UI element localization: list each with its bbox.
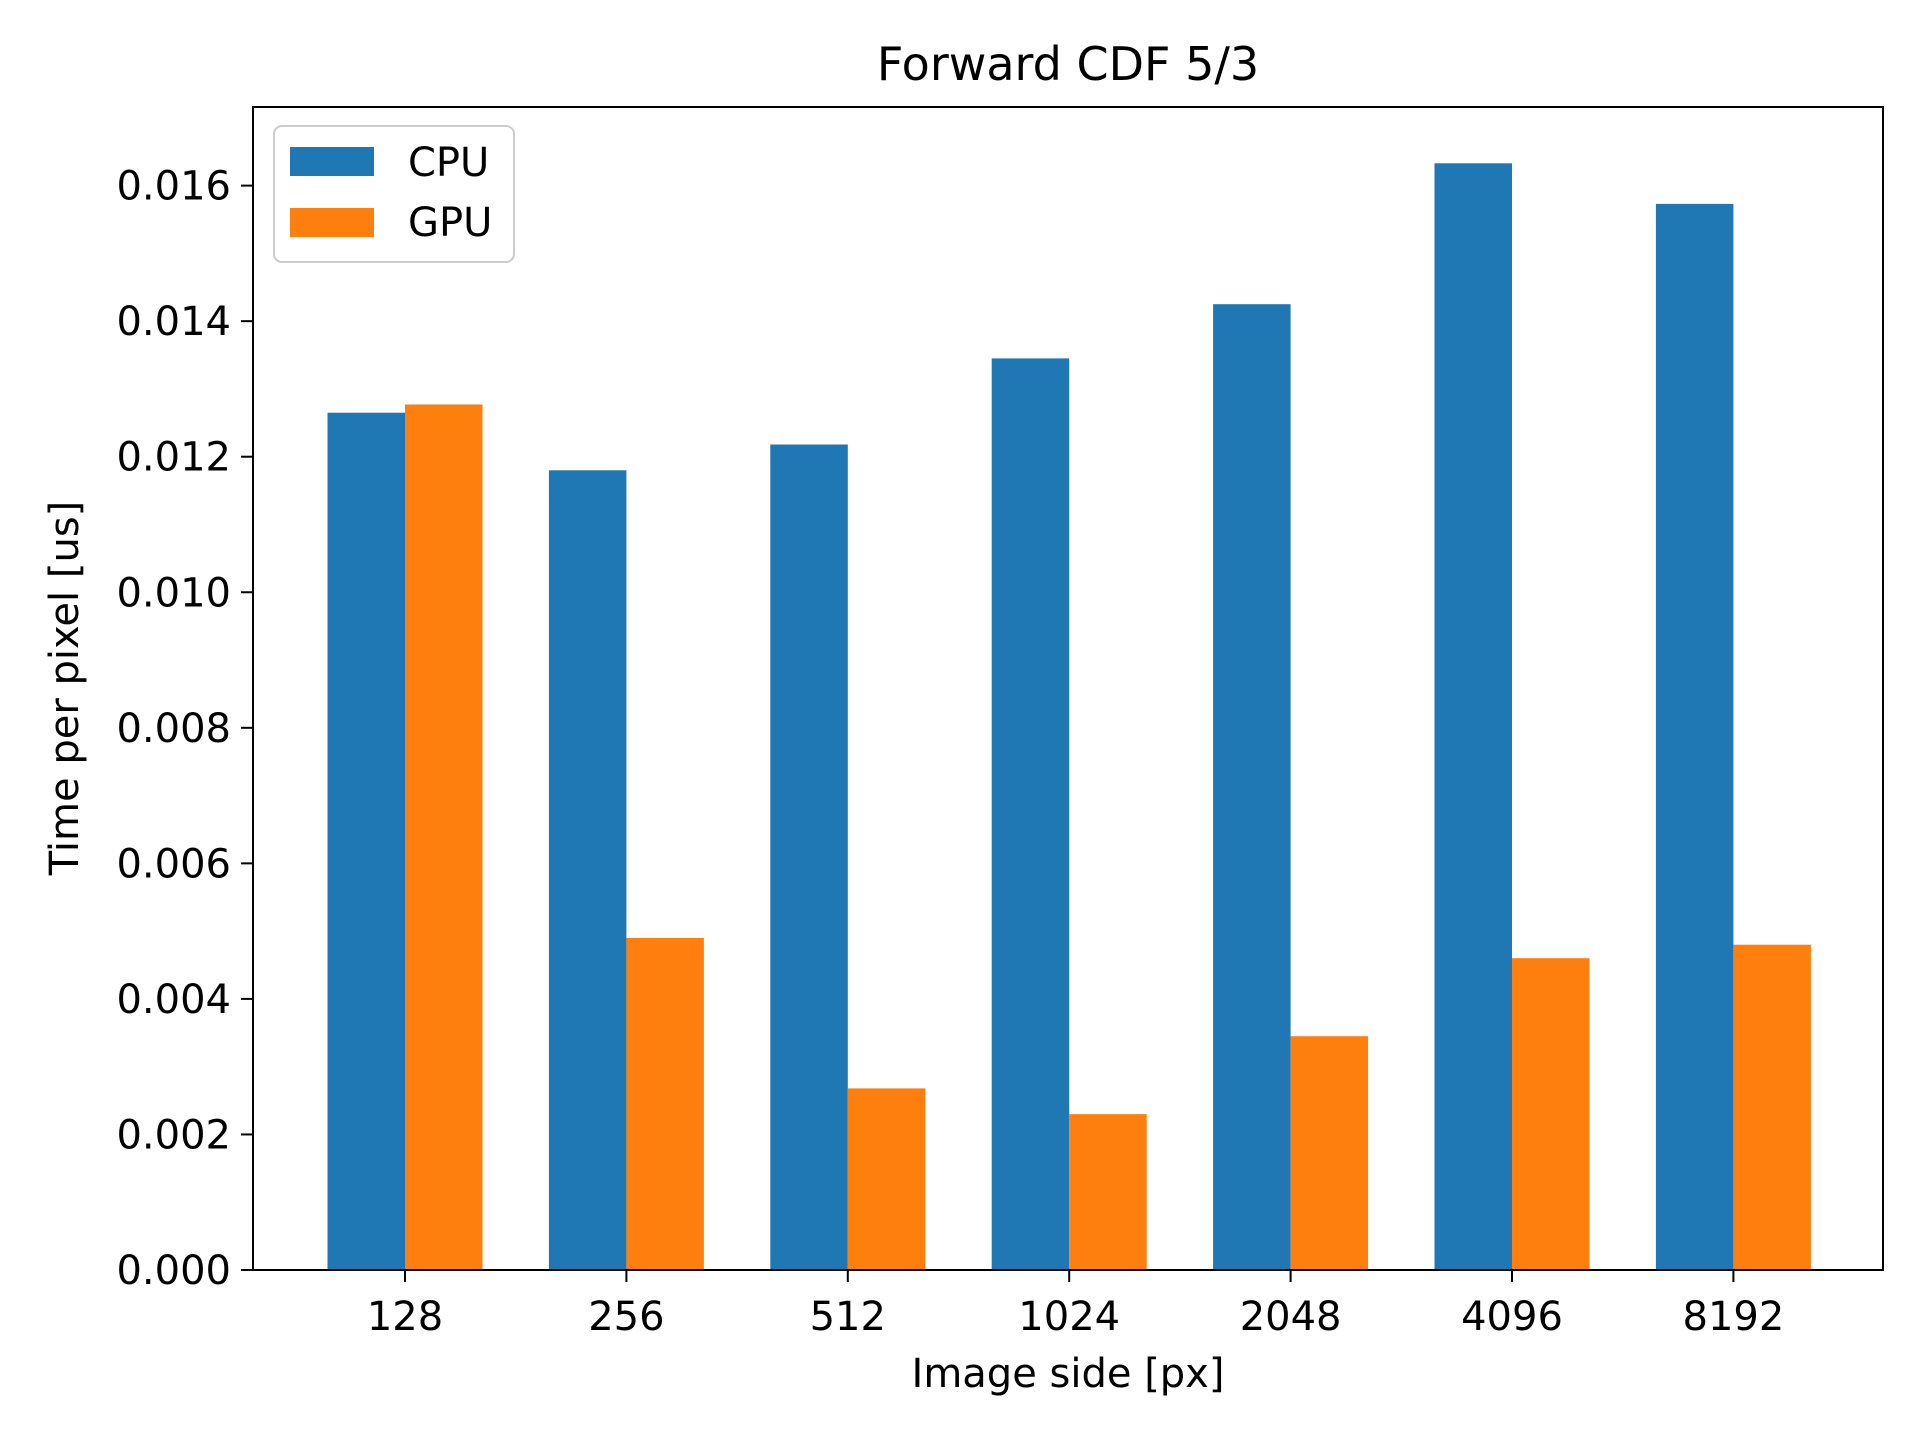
bar-cpu-128 [327,412,405,1270]
y-tick-label: 0.014 [116,299,231,345]
bar-cpu-2048 [1213,304,1291,1270]
y-tick-label: 0.006 [116,841,231,887]
bars-group [327,163,1811,1270]
plot-frame [252,106,1884,1271]
x-tick-label: 128 [367,1294,443,1340]
x-tick-label: 256 [588,1294,664,1340]
bar-cpu-8192 [1655,203,1734,1270]
y-tick-label: 0.002 [116,1112,231,1158]
bar-gpu-8192 [1733,944,1811,1270]
bar-gpu-128 [405,404,483,1270]
legend-swatch-cpu [290,147,374,176]
x-axis-label: Image side [px] [912,1351,1225,1397]
y-tick-label: 0.004 [116,977,231,1023]
y-axis-label: Time per pixel [us] [42,501,88,877]
bar-cpu-256 [548,470,627,1270]
y-tick-label: 0.012 [116,435,231,481]
legend-label-cpu: CPU [408,140,489,186]
x-tick-label: 1024 [1018,1294,1120,1340]
y-tick-label: 0.010 [116,570,231,616]
legend-label-gpu: GPU [408,200,492,246]
bar-gpu-256 [626,937,704,1270]
y-tick-label: 0.008 [116,706,231,752]
y-tick-label: 0.000 [116,1248,231,1294]
bar-cpu-4096 [1434,163,1512,1270]
y-axis-ticks: 0.000 0.002 0.004 0.006 0.008 0.010 0.012 0.014… [116,164,253,1294]
bar-gpu-512 [847,1088,926,1270]
bar-gpu-1024 [1069,1114,1147,1270]
bar-gpu-2048 [1290,1036,1369,1270]
x-axis-ticks: 128 256 512 1024 2048 4096 8192 [367,1270,1784,1340]
legend: CPU GPU [273,125,515,263]
bar-cpu-512 [770,444,848,1270]
bar-gpu-4096 [1512,958,1590,1270]
x-tick-label: 512 [810,1294,886,1340]
x-tick-label: 4096 [1461,1294,1563,1340]
y-tick-label: 0.016 [116,164,231,210]
x-tick-label: 8192 [1683,1294,1785,1340]
bar-cpu-1024 [991,358,1070,1270]
x-tick-label: 2048 [1240,1294,1342,1340]
chart-title: Forward CDF 5/3 [877,37,1259,91]
legend-swatch-gpu [290,208,374,237]
